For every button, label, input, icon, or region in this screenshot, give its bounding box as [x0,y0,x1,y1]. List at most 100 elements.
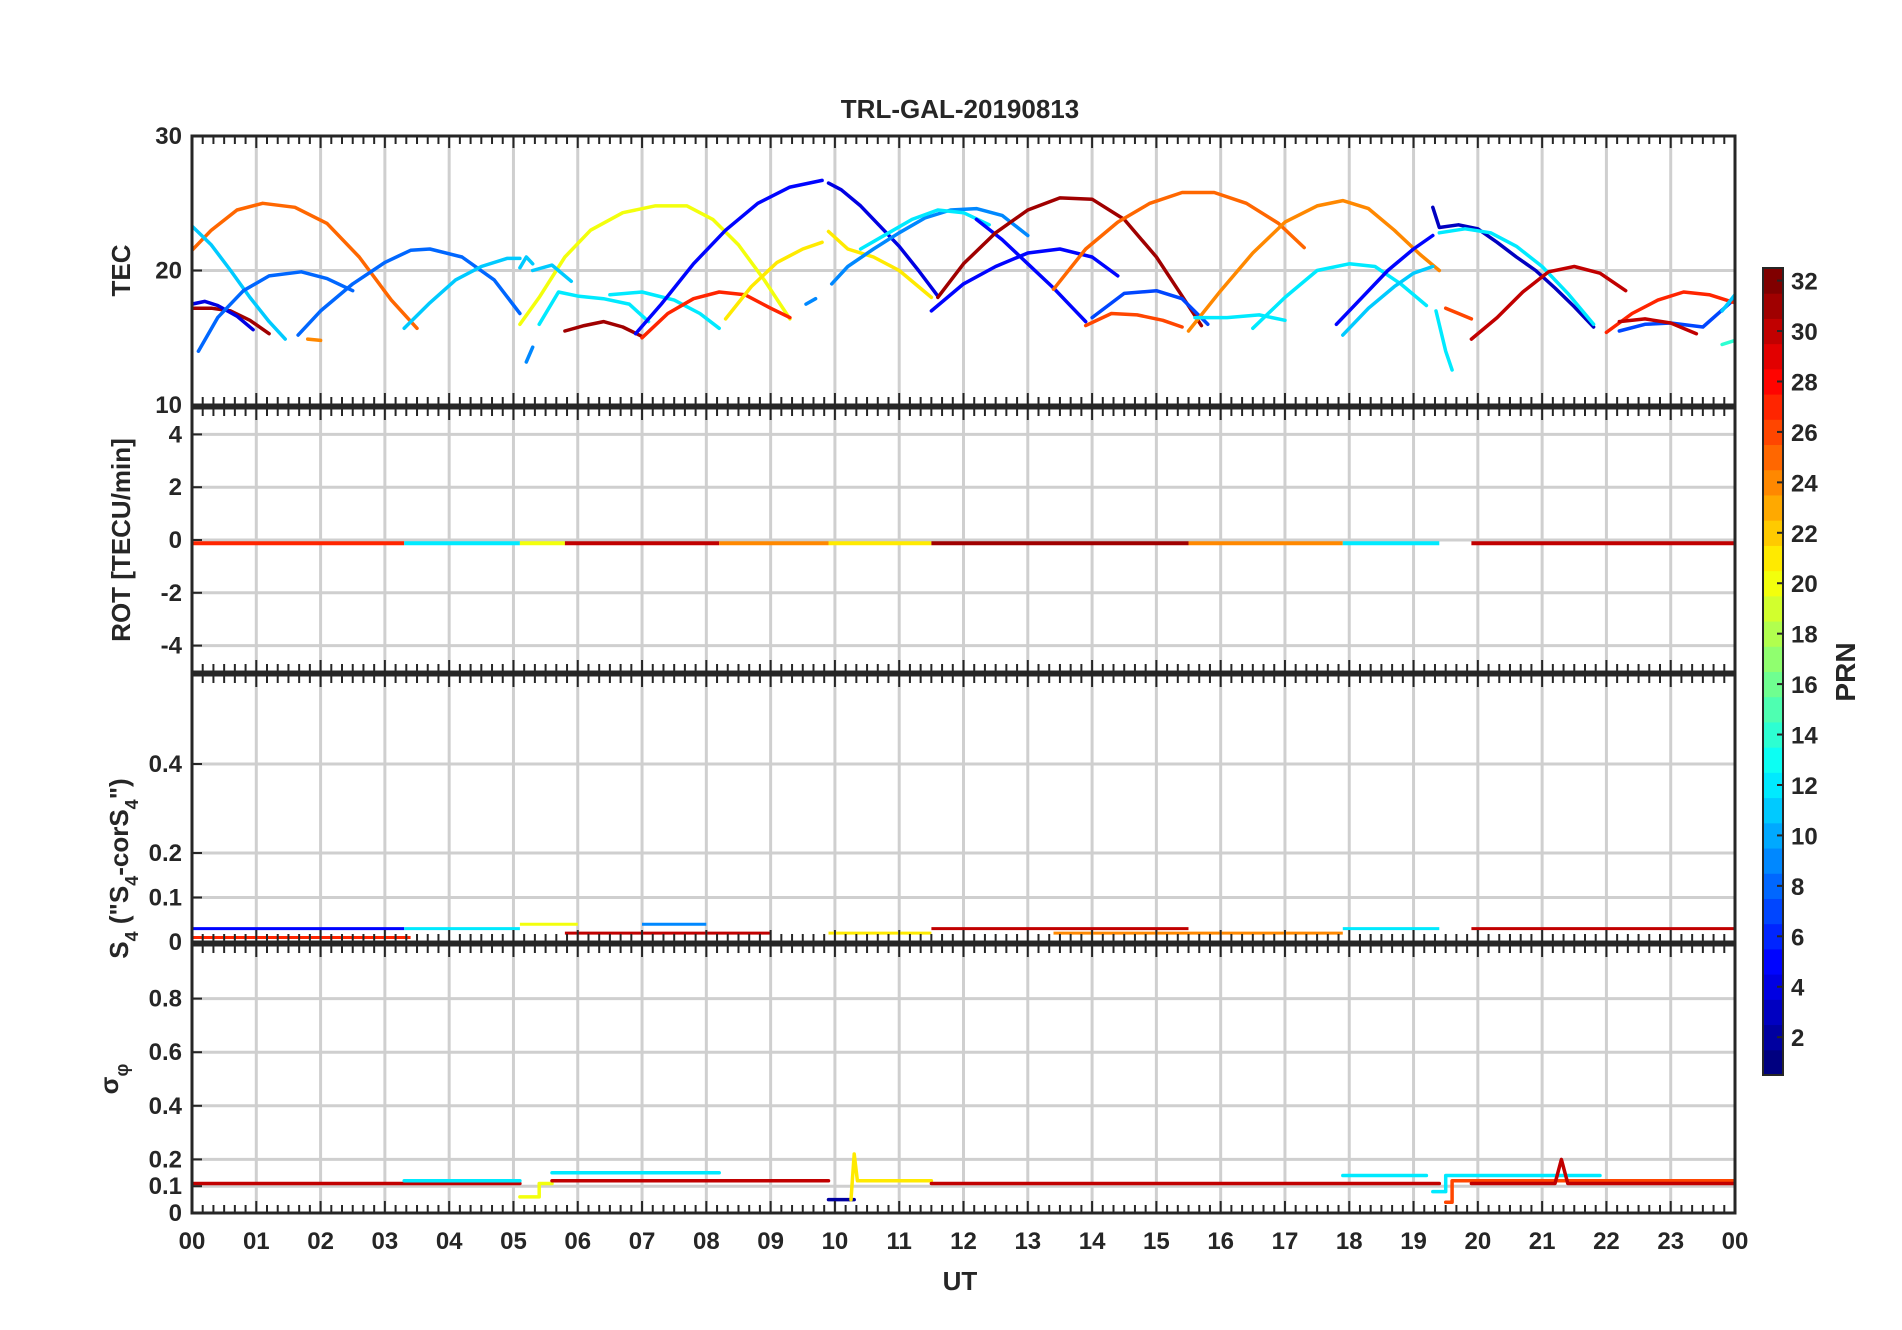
series-line-prn-12 [1437,227,1596,327]
series-line-prn-12 [537,290,651,327]
colorbar-tick-label: 12 [1791,773,1818,800]
colorbar-swatch [1763,469,1783,496]
x-tick-label: 10 [822,1228,849,1255]
colorbar-swatch [1763,268,1783,294]
series-line-prn-12 [858,208,991,251]
series-line-prn-12 [1431,1173,1602,1194]
colorbar-tick-label: 2 [1791,1025,1804,1052]
series-line-prn-25 [1051,190,1306,292]
series-line-prn-11 [518,255,535,270]
y-tick-label: 0.2 [149,840,182,867]
x-tick-label: 15 [1143,1228,1170,1255]
y-tick-label: 0.4 [149,1093,183,1120]
y-axis-label-tec: TEC [106,244,136,296]
colorbar-tick-label: 18 [1791,622,1818,649]
colorbar-tick-label: 28 [1791,369,1818,396]
x-tick-label: 21 [1529,1228,1556,1255]
series-line-prn-12 [1434,309,1454,372]
colorbar-swatch [1763,721,1783,748]
y-tick-label: -4 [161,633,183,660]
colorbar-swatch [1763,898,1783,925]
series-line-prn-26 [1083,311,1184,329]
colorbar-swatch [1763,948,1783,975]
series-line-prn-9 [829,206,1030,286]
series-line-prn-11 [1720,292,1735,313]
colorbar-swatch [1763,494,1783,521]
colorbar-swatch [1763,444,1783,471]
x-tick-label: 12 [950,1228,977,1255]
series-group-sigma [192,1152,1735,1205]
series-line-prn-12 [1193,313,1287,323]
colorbar-tick-label: 4 [1791,975,1805,1002]
x-tick-label: 00 [1722,1228,1749,1255]
series-line-prn-14 [1720,338,1735,347]
colorbar-tick-label: 26 [1791,420,1818,447]
series-line-prn-5 [633,178,824,336]
colorbar-tick-label: 10 [1791,823,1818,850]
colorbar-swatch [1763,520,1783,546]
y-tick-label: 30 [155,123,182,150]
colorbar-tick-label: 16 [1791,672,1818,699]
chart-title: TRL-GAL-20190813 [841,94,1079,124]
series-line-prn-7 [1090,288,1210,327]
y-tick-label: 20 [155,258,182,285]
x-axis-label: UT [943,1266,978,1296]
y-tick-label: 0.1 [149,885,182,912]
colorbar-frame [1762,267,1784,1076]
x-tick-label: 11 [887,1228,912,1255]
series-line-prn-26 [1443,1179,1735,1205]
x-tick-label: 03 [372,1228,399,1255]
x-tick-label: 09 [757,1228,784,1255]
y-tick-label: 0.6 [149,1039,182,1066]
colorbar-swatch [1763,368,1783,395]
series-line-prn-9 [524,345,535,364]
colorbar-swatch [1763,570,1783,597]
y-tick-label: 0.2 [149,1146,182,1173]
x-tick-label: 13 [1014,1228,1041,1255]
series-line-prn-31 [936,196,1204,328]
x-tick-label: 18 [1336,1228,1363,1255]
y-axis-label-rot: ROT [TECU/min] [106,438,136,642]
colorbar-label: PRN [1830,642,1861,701]
colorbar-swatch [1763,696,1783,723]
colorbar-swatch [1763,772,1783,799]
x-tick-label: 00 [179,1228,206,1255]
series-line-prn-21 [826,229,934,300]
colorbar-swatch [1763,595,1783,622]
series-line-prn-26 [1443,306,1474,321]
colorbar-swatch [1763,797,1783,824]
colorbar-swatch [1763,1049,1783,1076]
colorbar-swatch [1763,318,1783,345]
colorbar-swatch [1763,848,1783,874]
y-tick-label: 0 [169,929,182,956]
colorbar-swatch [1763,822,1783,849]
x-tick-label: 16 [1207,1228,1234,1255]
series-line-prn-30 [1617,317,1699,336]
x-tick-label: 20 [1464,1228,1491,1255]
x-tick-label: 06 [564,1228,591,1255]
colorbar-tick-label: 8 [1791,874,1804,901]
x-tick-label: 22 [1593,1228,1620,1255]
y-tick-label: 0.8 [149,986,182,1013]
series-line-prn-12 [608,290,721,331]
colorbar-tick-label: 6 [1791,924,1804,951]
colorbar-swatch [1763,419,1783,446]
colorbar-swatch [1763,1024,1783,1051]
x-tick-label: 14 [1079,1228,1106,1255]
colorbar-swatch [1763,621,1783,647]
x-tick-label: 05 [500,1228,527,1255]
series-line-prn-24 [305,337,323,343]
colorbar-tick-label: 24 [1791,470,1818,497]
x-tick-label: 04 [436,1228,463,1255]
colorbar-swatch [1763,974,1783,1000]
series-line-prn-11 [530,263,574,284]
series-line-prn-20 [518,1181,554,1199]
x-tick-label: 02 [307,1228,334,1255]
colorbar-swatch [1763,873,1783,899]
colorbar-tick-label: 30 [1791,319,1818,346]
colorbar-tick-label: 32 [1791,269,1818,296]
series-line-prn-3 [1431,205,1596,329]
series-line-prn-31 [563,319,644,339]
